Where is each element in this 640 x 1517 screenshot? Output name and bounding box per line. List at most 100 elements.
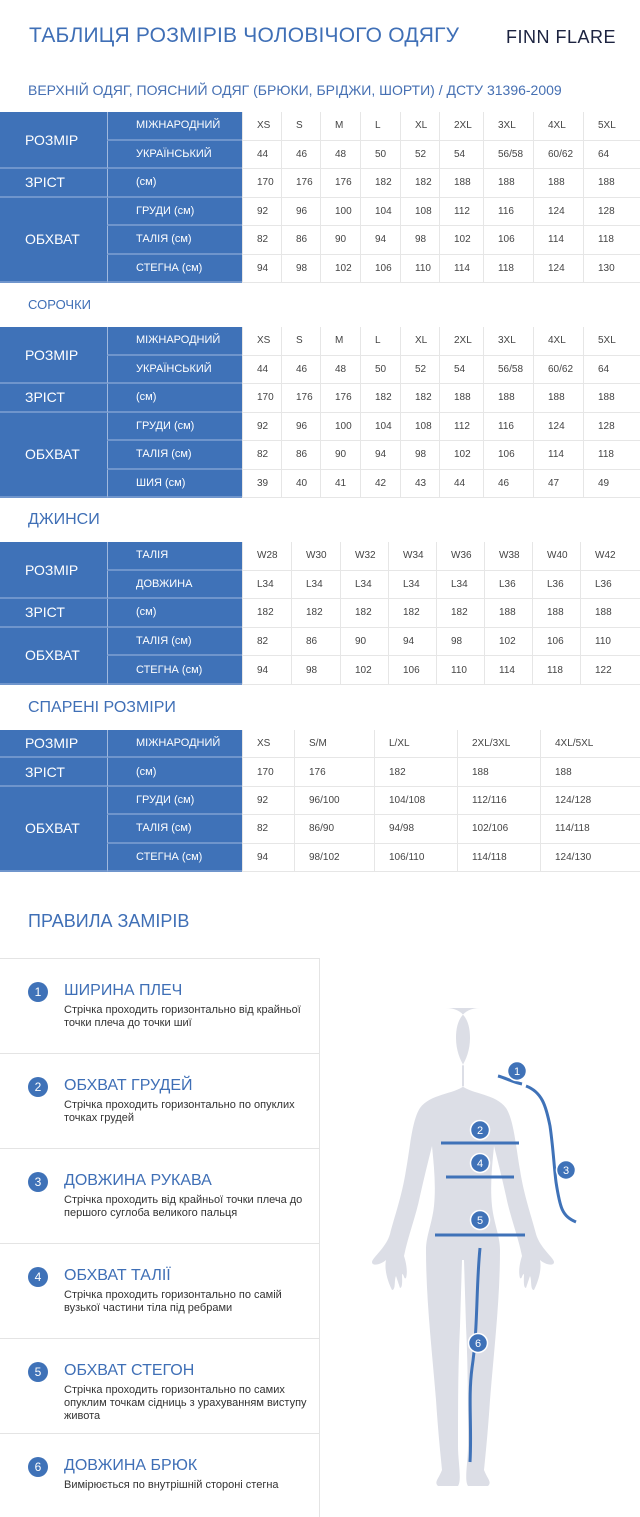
table-cell: 46 — [483, 469, 533, 498]
table-cell: XL — [400, 327, 439, 356]
table-cell: 102 — [484, 627, 532, 657]
rule-description: Стрічка проходить горизонтально по опукл… — [64, 1099, 295, 1124]
table-cell: 100 — [320, 197, 360, 226]
table-cell: 104/108 — [374, 786, 457, 816]
table-cell: 124/130 — [540, 843, 640, 872]
table-cell: 94 — [388, 627, 436, 657]
table-cell: 118 — [583, 226, 640, 255]
table-cell: 104 — [360, 197, 400, 226]
table-cell: 43 — [400, 469, 439, 498]
table-cell: 118 — [483, 254, 533, 283]
table-cell: 176 — [294, 758, 374, 787]
row-label: МІЖНАРОДНИЙ — [107, 112, 242, 141]
table-cell: L34 — [436, 570, 484, 600]
table-cell: 92 — [242, 412, 281, 441]
table-cell: 124 — [533, 254, 583, 283]
table-cell: 86 — [281, 226, 320, 255]
table-cell: 102 — [439, 441, 483, 470]
step-number-badge: 6 — [28, 1457, 48, 1477]
table-cell: 110 — [400, 254, 439, 283]
table-cell: 96 — [281, 197, 320, 226]
table-cell: 60/62 — [533, 140, 583, 169]
row-label: (см) — [107, 169, 242, 198]
table-cell: L36 — [532, 570, 580, 600]
table-cell: W40 — [532, 542, 580, 571]
table-cell: L34 — [340, 570, 388, 600]
table-cell: 98 — [281, 254, 320, 283]
table-cell: L34 — [291, 570, 340, 600]
row-label: УКРАЇНСЬКИЙ — [107, 355, 242, 384]
table-cell: 102 — [439, 226, 483, 255]
table-cell: 188 — [540, 758, 640, 787]
table-cell: W38 — [484, 542, 532, 571]
rule-description: Стрічка проходить горизонтально по самій… — [64, 1289, 282, 1314]
table-cell: 114 — [439, 254, 483, 283]
table-cell: 130 — [583, 254, 640, 283]
row-label: УКРАЇНСЬКИЙ — [107, 140, 242, 169]
table-cell: 52 — [400, 355, 439, 384]
rule-title: ОБХВАТ ГРУДЕЙ — [64, 1077, 193, 1094]
table-cell: 54 — [439, 140, 483, 169]
figure-badge: 2 — [469, 1119, 491, 1141]
table-cell: 64 — [583, 355, 640, 384]
table-cell: 182 — [388, 599, 436, 628]
table-cell: S — [281, 327, 320, 356]
table-cell: 39 — [242, 469, 281, 498]
table-cell: 98 — [436, 627, 484, 657]
rule-description: Вимірюється по внутрішній стороні стегна — [64, 1479, 279, 1491]
table-cell: 118 — [583, 441, 640, 470]
row-label: СТЕГНА (см) — [107, 254, 242, 283]
table-cell: 122 — [580, 656, 640, 685]
table-cell: 176 — [281, 384, 320, 413]
table-cell: 114 — [484, 656, 532, 685]
table-cell: 86 — [281, 441, 320, 470]
table-cell: 46 — [281, 355, 320, 384]
table-cell: 82 — [242, 226, 281, 255]
row-label: МІЖНАРОДНИЙ — [107, 730, 242, 759]
table-cell: 106 — [532, 627, 580, 657]
rules-heading: ПРАВИЛА ЗАМІРІВ — [28, 911, 190, 931]
row-label: СТЕГНА (см) — [107, 656, 242, 685]
table-cell: 124 — [533, 412, 583, 441]
table-cell: 106 — [360, 254, 400, 283]
table-cell: 2XL/3XL — [457, 730, 540, 759]
row-group-label: РОЗМІР — [0, 112, 107, 169]
table-cell: 82 — [242, 627, 291, 657]
table-cell: XL — [400, 112, 439, 141]
table-cell: 5XL — [583, 327, 640, 356]
table-cell: 3XL — [483, 327, 533, 356]
row-label: (см) — [107, 599, 242, 628]
rule-description: Стрічка проходить горизонтально по самих… — [64, 1384, 307, 1422]
table-cell: 188 — [483, 384, 533, 413]
table-cell: 90 — [340, 627, 388, 657]
table-cell: 106 — [483, 226, 533, 255]
table-cell: 108 — [400, 412, 439, 441]
table-cell: 47 — [533, 469, 583, 498]
table-cell: L36 — [484, 570, 532, 600]
table-cell: 188 — [483, 169, 533, 198]
table-cell: 114/118 — [540, 815, 640, 844]
table-cell: 112 — [439, 197, 483, 226]
table-cell: 188 — [580, 599, 640, 628]
table-cell: 98 — [400, 441, 439, 470]
row-label: ШИЯ (см) — [107, 469, 242, 498]
divider — [319, 958, 320, 1517]
table-cell: 44 — [242, 140, 281, 169]
table-cell: 92 — [242, 786, 294, 816]
table-cell: 188 — [533, 169, 583, 198]
table-cell: 188 — [532, 599, 580, 628]
row-label: СТЕГНА (см) — [107, 843, 242, 872]
table-cell: 170 — [242, 169, 281, 198]
body-figure: 1 2 3 4 5 6 — [372, 1008, 577, 1486]
table-cell: 98/102 — [294, 843, 374, 872]
table-cell: 49 — [583, 469, 640, 498]
table-cell: 170 — [242, 758, 294, 787]
table-cell: 114 — [533, 226, 583, 255]
table-cell: 176 — [320, 169, 360, 198]
svg-text:1: 1 — [514, 1066, 520, 1078]
table-cell: 90 — [320, 226, 360, 255]
row-label: ТАЛІЯ — [107, 542, 242, 571]
row-group-label: РОЗМІР — [0, 730, 107, 759]
table-heading: ДЖИНСИ — [28, 511, 100, 528]
table-cell: 60/62 — [533, 355, 583, 384]
